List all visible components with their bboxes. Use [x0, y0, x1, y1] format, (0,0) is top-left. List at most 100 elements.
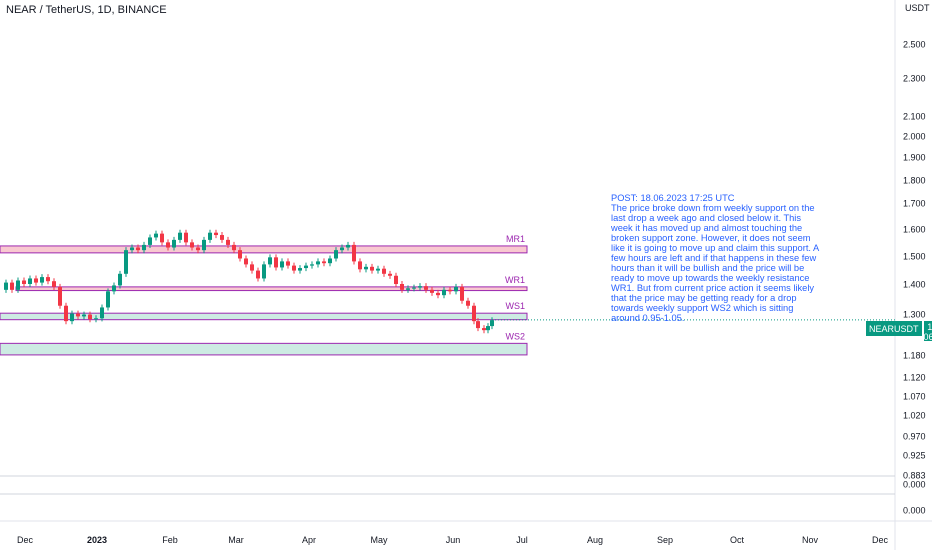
candle-body [238, 250, 242, 259]
candle-body [436, 292, 440, 296]
candle-body [46, 277, 50, 282]
zone-ws1 [0, 312, 528, 321]
candle-body [64, 305, 68, 322]
y-tick-label: 0.000 [903, 506, 926, 516]
y-tick-label: 1.120 [903, 373, 926, 383]
candle-body [448, 289, 452, 292]
candle-body [172, 239, 176, 248]
zone-label-ws1: WS1 [505, 301, 525, 311]
candle-body [388, 273, 392, 276]
y-tick-label: 1.300 [903, 310, 926, 320]
y-tick-label: 0.970 [903, 432, 926, 442]
x-tick-label: Dec [17, 535, 34, 545]
candle-body [16, 280, 20, 290]
x-tick-label: Mar [228, 535, 244, 545]
y-tick-label: 0.925 [903, 451, 926, 461]
candle-body [406, 288, 410, 290]
candle-body [364, 266, 368, 270]
candle-body [376, 268, 380, 271]
candle-body [268, 257, 272, 265]
analysis-note: POST: 18.06.2023 17:25 UTC The price bro… [611, 193, 819, 323]
candle-body [466, 300, 470, 306]
candle-body [352, 244, 356, 262]
candle-body [160, 233, 164, 243]
candle-body [100, 307, 104, 319]
y-tick-label: 1.700 [903, 199, 926, 209]
y-tick-label: 2.100 [903, 112, 926, 122]
price-tag: NEARUSDT 1.263 06:25:32 [866, 321, 932, 342]
candle-body [412, 287, 416, 289]
x-tick-label: Aug [587, 535, 603, 545]
x-tick-label: Jul [516, 535, 528, 545]
candle-body [322, 261, 326, 264]
candle-body [178, 232, 182, 240]
candle-body [262, 264, 266, 279]
candle-body [430, 289, 434, 293]
y-tick-label: 2.000 [903, 132, 926, 142]
candle-body [370, 266, 374, 271]
last-price-box: 1.263 06:25:32 [923, 321, 932, 342]
x-tick-label: Dec [872, 535, 889, 545]
candle-body [40, 277, 44, 283]
candle-body [106, 291, 110, 308]
candle-body [274, 257, 278, 268]
candle-body [34, 278, 38, 283]
x-tick-label: Jun [446, 535, 461, 545]
candle-body [490, 320, 494, 327]
candle-body [334, 250, 338, 259]
currency-label: USDT [905, 3, 930, 13]
candle-body [142, 244, 146, 251]
symbol-label: NEARUSDT [866, 321, 922, 336]
candle-body [328, 258, 332, 264]
x-tick-label: Feb [162, 535, 178, 545]
candle-body [310, 264, 314, 266]
x-tick-label: May [370, 535, 388, 545]
candle-body [460, 286, 464, 301]
last-price: 1.263 [927, 322, 932, 332]
candle-body [112, 285, 116, 292]
x-tick-label: 2023 [87, 535, 107, 545]
candle-body [70, 313, 74, 322]
candle-body [250, 264, 254, 271]
candle-body [10, 282, 14, 290]
candle-body [280, 261, 284, 268]
candle-body [340, 247, 344, 251]
zone-label-mr1: MR1 [506, 234, 525, 244]
candle-body [394, 275, 398, 285]
candle-body [208, 232, 212, 240]
candle-body [476, 321, 480, 329]
candle-body [424, 286, 428, 290]
candle-body [358, 261, 362, 270]
candle-body [346, 244, 350, 248]
candle-body [486, 326, 490, 331]
y-tick-label: 1.020 [903, 411, 926, 421]
candle-body [196, 247, 200, 251]
zone-label-wr1: WR1 [505, 275, 525, 285]
y-tick-label: 2.300 [903, 74, 926, 84]
y-tick-label: 1.800 [903, 176, 926, 186]
candle-body [304, 265, 308, 269]
candle-body [286, 261, 290, 266]
y-tick-label: 1.900 [903, 153, 926, 163]
candle-body [214, 232, 218, 236]
y-tick-label: 2.500 [903, 40, 926, 50]
candle-body [382, 268, 386, 274]
candle-body [400, 284, 404, 290]
candle-body [94, 318, 98, 320]
candle-body [256, 270, 260, 279]
y-tick-label: 1.180 [903, 351, 926, 361]
candle-body [226, 239, 230, 245]
zone-label-ws2: WS2 [505, 331, 525, 341]
candle-body [76, 313, 80, 317]
chart-title: NEAR / TetherUS, 1D, BINANCE [6, 4, 167, 16]
candle-body [244, 258, 248, 265]
candle-body [58, 286, 62, 306]
y-tick-label: 1.500 [903, 252, 926, 262]
candle-body [202, 239, 206, 251]
candle-body [136, 247, 140, 251]
candle-body [130, 247, 134, 251]
candle-body [298, 268, 302, 271]
x-tick-label: Apr [302, 535, 316, 545]
